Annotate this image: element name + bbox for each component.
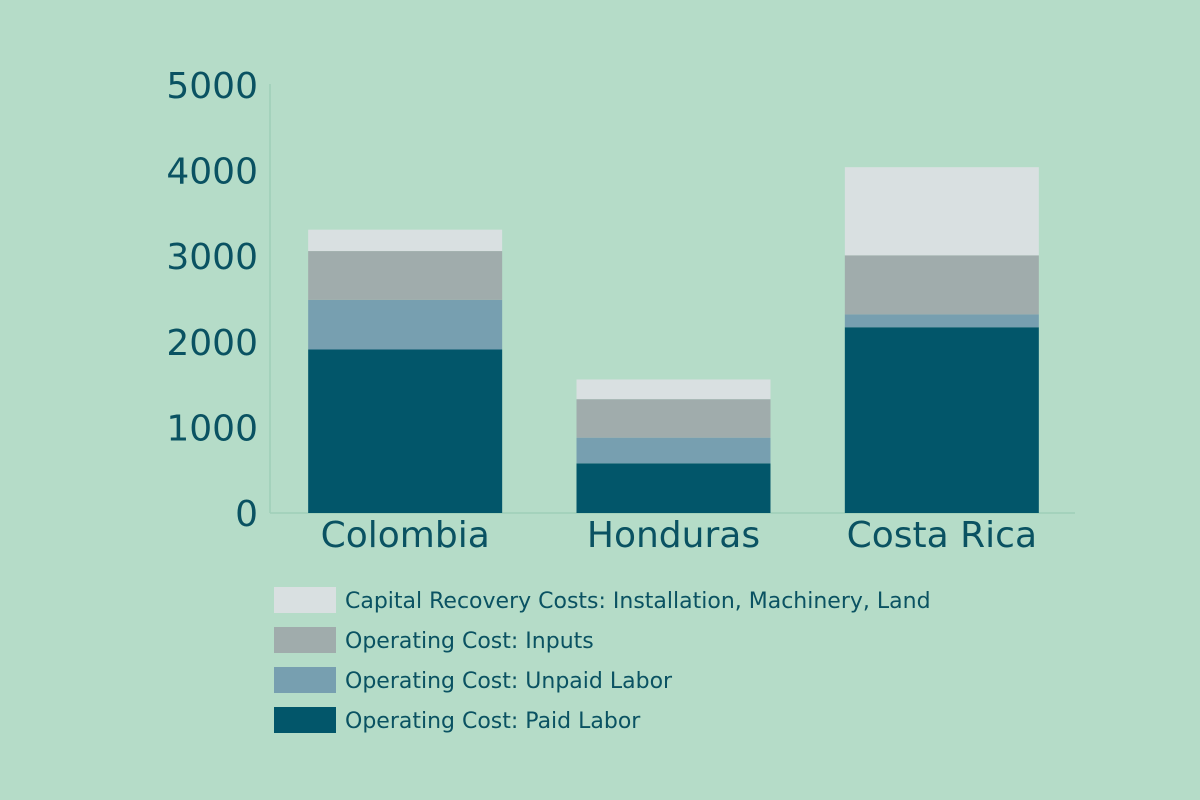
y-tick-label: 3000 xyxy=(166,237,258,278)
legend-item: Capital Recovery Costs: Installation, Ma… xyxy=(274,587,931,614)
bar-segment-costa-rica-1 xyxy=(844,314,1039,328)
legend-swatch xyxy=(274,587,336,613)
bar-segment-colombia-3 xyxy=(308,229,503,252)
legend-swatch xyxy=(274,627,336,653)
legend-item: Operating Cost: Unpaid Labor xyxy=(274,667,673,694)
y-axis-ticks: 0 1000 2000 3000 4000 5000 xyxy=(166,66,258,535)
legend-label: Operating Cost: Inputs xyxy=(345,629,594,654)
bar-segment-costa-rica-2 xyxy=(844,255,1039,315)
bar-segment-colombia-2 xyxy=(308,251,503,300)
legend-swatch xyxy=(274,707,336,733)
bar-segment-honduras-1 xyxy=(576,437,771,464)
y-tick-label: 2000 xyxy=(166,323,258,364)
bar-segment-costa-rica-3 xyxy=(844,167,1039,256)
y-tick-label: 5000 xyxy=(166,66,258,107)
legend-item: Operating Cost: Paid Labor xyxy=(274,707,641,734)
legend: Capital Recovery Costs: Installation, Ma… xyxy=(274,587,931,734)
y-tick-label: 4000 xyxy=(166,152,258,193)
y-tick-label: 1000 xyxy=(166,408,258,449)
x-category-label-colombia: Colombia xyxy=(321,515,490,556)
bar-segment-colombia-1 xyxy=(308,299,503,350)
bars xyxy=(308,167,1039,513)
x-category-label-costa-rica: Costa Rica xyxy=(847,515,1037,556)
legend-label: Operating Cost: Unpaid Labor xyxy=(345,669,673,694)
legend-item: Operating Cost: Inputs xyxy=(274,627,594,654)
bar-segment-colombia-0 xyxy=(308,349,503,513)
bar-segment-honduras-3 xyxy=(576,379,771,400)
x-category-label-honduras: Honduras xyxy=(587,515,760,556)
y-tick-label: 0 xyxy=(235,494,258,535)
legend-label: Operating Cost: Paid Labor xyxy=(345,709,641,734)
bar-segment-costa-rica-0 xyxy=(844,327,1039,513)
legend-swatch xyxy=(274,667,336,693)
x-axis-labels: Colombia Honduras Costa Rica xyxy=(321,515,1037,556)
bar-segment-honduras-2 xyxy=(576,399,771,438)
bar-stack-colombia xyxy=(308,229,503,513)
bar-segment-honduras-0 xyxy=(576,463,771,513)
legend-label: Capital Recovery Costs: Installation, Ma… xyxy=(345,589,931,614)
bar-stack-honduras xyxy=(576,379,771,513)
bar-stack-costa-rica xyxy=(844,167,1039,513)
